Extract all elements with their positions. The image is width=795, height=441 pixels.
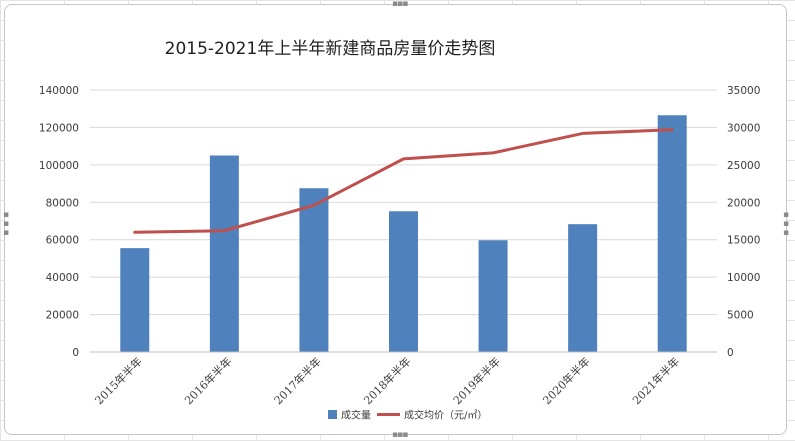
chart-title: 2015-2021年上半年新建商品房量价走势图 [165,39,496,59]
bar [209,155,239,352]
bar [478,240,508,352]
y-left-tick-label: 120000 [39,122,79,134]
bar [120,248,150,352]
y-right-tick-label: 10000 [727,272,760,284]
bar [389,211,418,352]
x-tick-label: 2015年半年 [92,354,145,407]
y-axis-left: 0 20000 40000 60000 80000 100000 120000 140000 [39,85,79,359]
y-left-tick-label: 100000 [39,160,79,172]
resize-handle-right[interactable]: ▪▪▪ [781,210,791,237]
x-tick-label: 2021年半年 [629,354,682,407]
x-tick-label: 2019年半年 [450,354,503,407]
y-right-tick-label: 0 [727,347,734,359]
x-tick-label: 2016年半年 [181,354,234,407]
resize-handle-left[interactable]: ▪▪▪ [1,210,11,237]
price-line [133,128,674,234]
resize-handle-top[interactable]: ▪▪▪ [392,0,408,9]
x-tick-label: 2020年半年 [540,354,593,407]
y-left-tick-label: 20000 [46,310,79,322]
y-right-tick-label: 5000 [727,310,754,322]
y-left-tick-label: 80000 [46,197,79,209]
y-left-tick-label: 40000 [46,272,79,284]
y-axis-right: 0 5000 10000 15000 20000 25000 30000 35000 [727,85,760,359]
resize-handle-bottom[interactable]: ▪▪▪ [392,430,408,440]
legend-swatch-volume [328,410,337,419]
x-axis: 2015年半年 2016年半年 2017年半年 2018年半年 2019年半年 2020年… [90,351,717,407]
y-left-tick-label: 0 [72,347,79,359]
line-series-price [133,128,674,234]
y-right-tick-label: 25000 [727,160,760,172]
bar [568,224,598,352]
y-right-tick-label: 20000 [727,197,760,209]
bar-series-volume [120,115,687,352]
bar [299,188,329,352]
legend-label-price: 成交均价（元/㎡） [404,409,487,422]
x-tick-label: 2017年半年 [271,354,324,407]
y-left-tick-label: 60000 [46,235,79,247]
bar [657,115,687,352]
legend-label-volume: 成交量 [341,409,371,422]
y-left-tick-label: 140000 [39,85,79,97]
chart-legend: 成交量 成交均价（元/㎡） [328,409,487,422]
y-right-tick-label: 15000 [727,235,760,247]
x-tick-label: 2018年半年 [361,354,414,407]
y-right-tick-label: 30000 [727,122,760,134]
y-right-tick-label: 35000 [727,85,760,97]
